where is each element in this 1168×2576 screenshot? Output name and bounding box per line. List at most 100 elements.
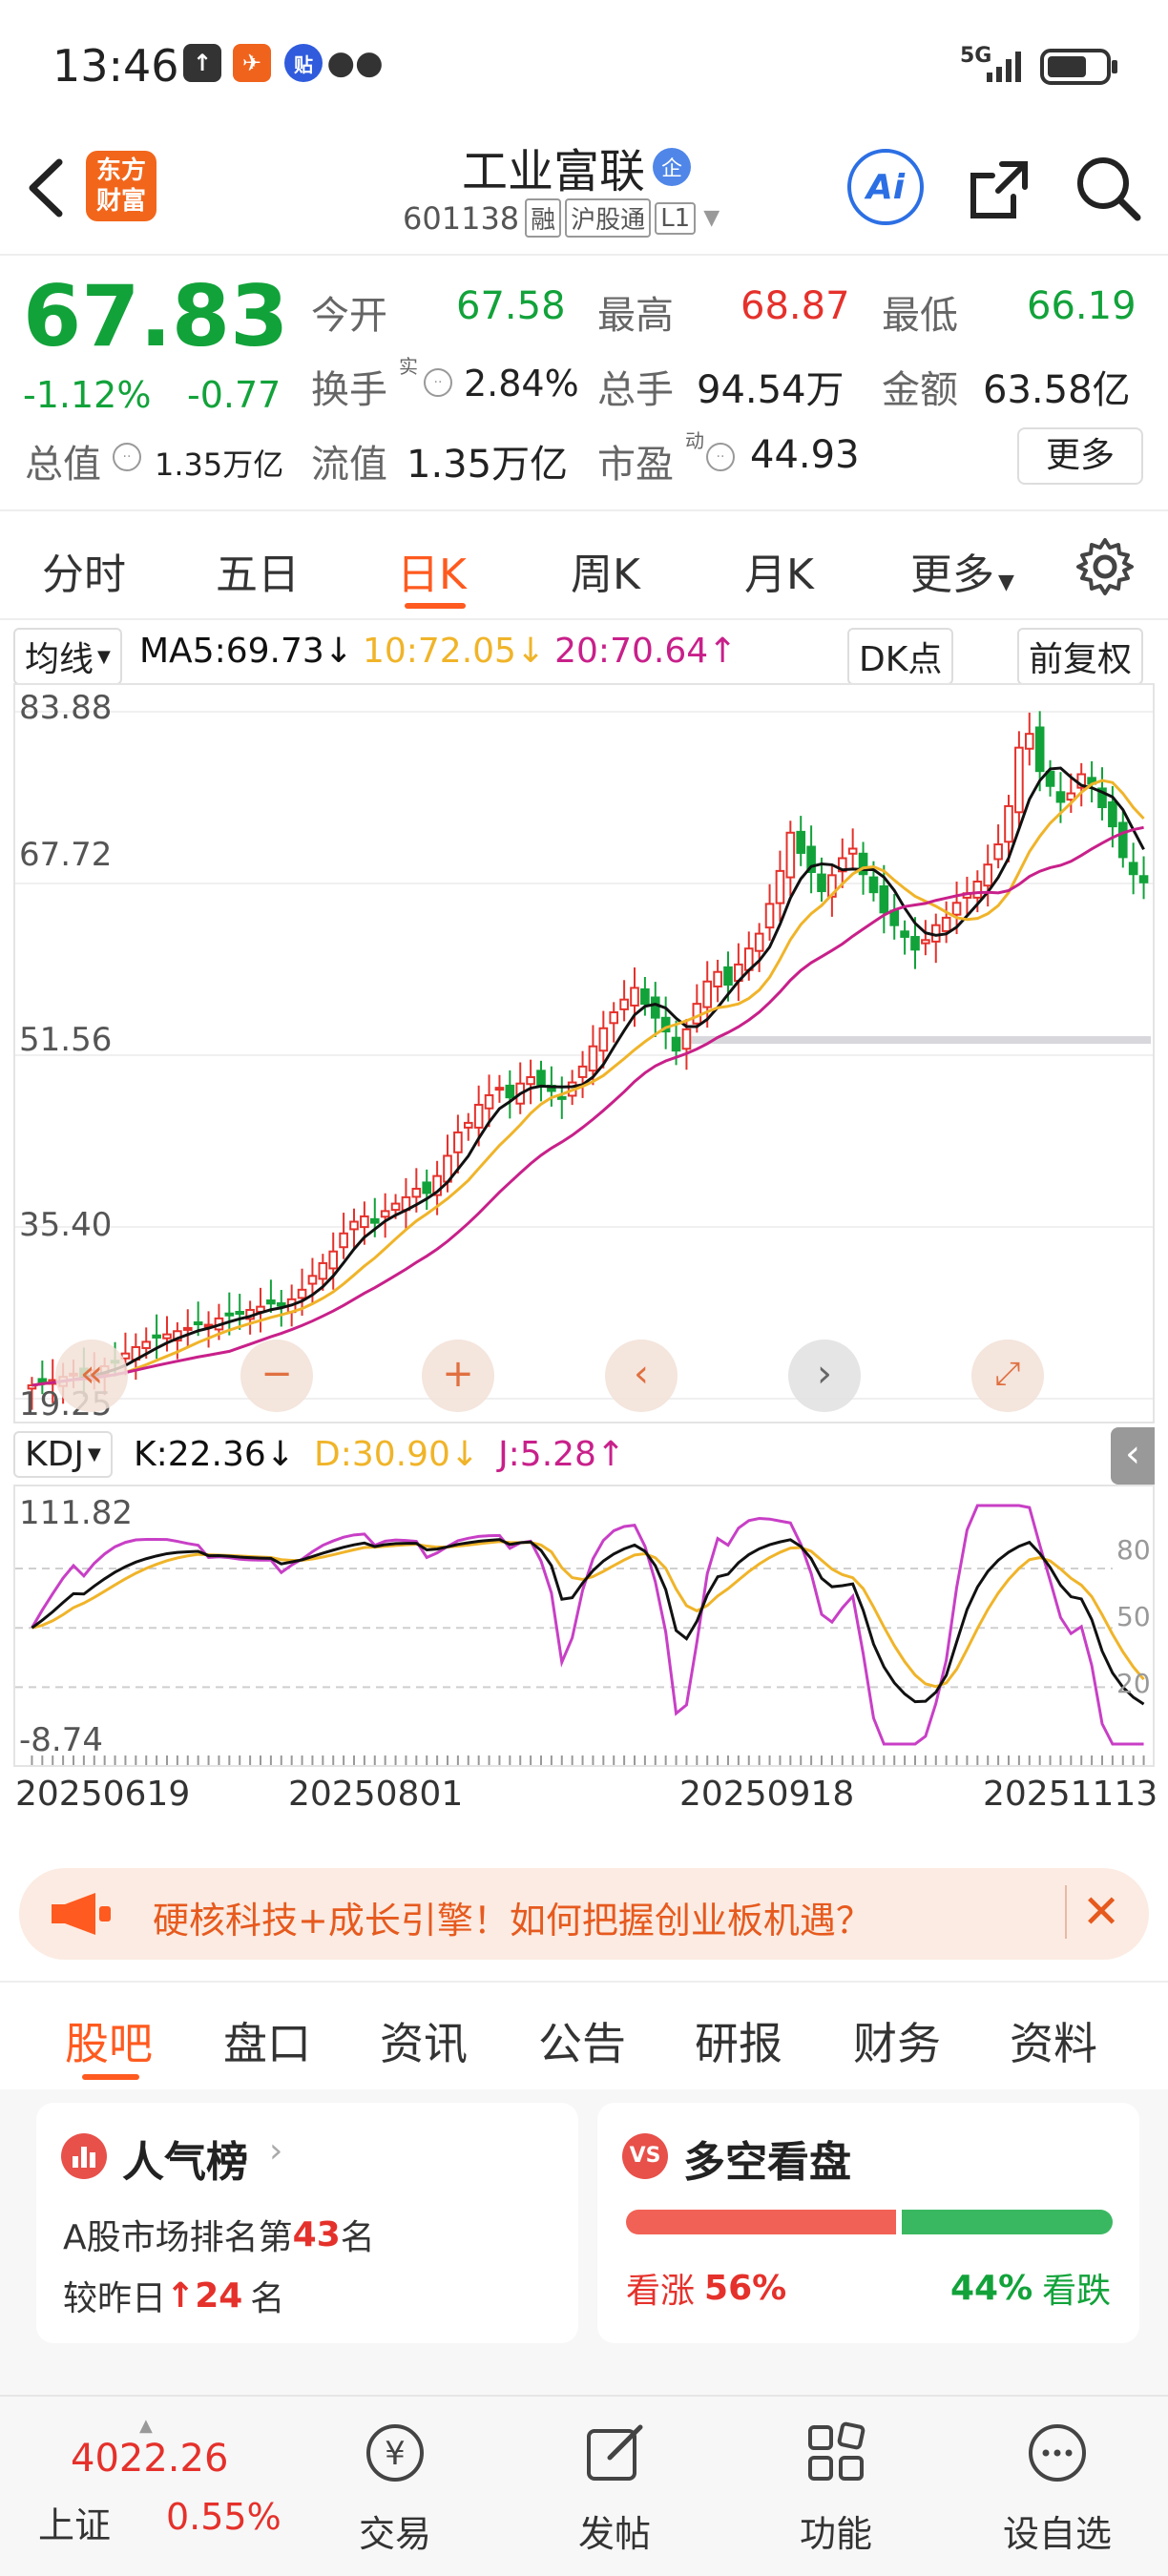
tab-intraday[interactable]: 分时 bbox=[42, 551, 126, 599]
tab-forum[interactable]: 股吧 bbox=[65, 2018, 153, 2069]
banner-text: 硬核科技+成长引擎！如何把握创业板机遇？ bbox=[153, 1900, 872, 1942]
tab-research[interactable]: 研报 bbox=[695, 2018, 782, 2069]
tab-five-day[interactable]: 五日 bbox=[216, 551, 300, 599]
scroll-left-button[interactable]: ‹ bbox=[605, 1340, 678, 1412]
ai-button[interactable]: Ai bbox=[847, 149, 924, 225]
tab-announcements[interactable]: 公告 bbox=[538, 2018, 626, 2069]
candle-body bbox=[713, 970, 722, 987]
period-tabs: 分时 五日 日K 周K 月K 更多 ▼ bbox=[0, 509, 1168, 620]
candle-body bbox=[297, 1288, 307, 1299]
nav-watchlist[interactable]: 设自选 bbox=[991, 2420, 1124, 2557]
candle-body bbox=[1097, 787, 1107, 809]
more-button[interactable]: 更多 bbox=[1017, 427, 1143, 485]
chevron-down-icon: ▼ bbox=[703, 206, 720, 230]
candle-body bbox=[796, 830, 806, 854]
popularity-card[interactable]: 人气榜 › A股市场排名第 43 名 较昨日 ↑ 24 名 bbox=[36, 2103, 578, 2343]
date-tick: 20250801 bbox=[288, 1775, 464, 1814]
zoom-in-button[interactable]: + bbox=[422, 1340, 494, 1412]
candle-body bbox=[1066, 792, 1076, 801]
candle-body bbox=[671, 1036, 681, 1052]
active-tab-indicator bbox=[405, 603, 466, 609]
cards-area: 人气榜 › A股市场排名第 43 名 较昨日 ↑ 24 名 VS 多空看盘 看涨… bbox=[0, 2089, 1168, 2395]
mcap-value: 1.35万亿 bbox=[155, 447, 284, 483]
kdj-plot bbox=[15, 1504, 1145, 1765]
candle-body bbox=[983, 863, 993, 887]
tab-monthly-k[interactable]: 月K bbox=[744, 551, 814, 599]
chevron-right-icon: › bbox=[269, 2131, 283, 2171]
candle-body bbox=[858, 852, 868, 876]
candle-body bbox=[941, 916, 951, 932]
search-icon[interactable] bbox=[1071, 151, 1147, 227]
section-tabs: 股吧 盘口 资讯 公告 研报 财务 资料 bbox=[0, 1981, 1168, 2088]
ma5-value: MA5:69.73 bbox=[139, 632, 324, 671]
tab-order-book[interactable]: 盘口 bbox=[223, 2018, 311, 2069]
info-icon: ·· bbox=[424, 368, 452, 397]
arrow-up-icon: ↑ bbox=[595, 1435, 626, 1474]
candlestick-chart[interactable]: 83.88 67.72 51.56 35.40 19.25 « − + ‹ › … bbox=[13, 683, 1155, 1423]
candle-body bbox=[837, 857, 847, 873]
candle-body bbox=[328, 1250, 339, 1270]
candle-body bbox=[609, 1011, 619, 1025]
bear-percent: 44% bbox=[950, 2268, 1033, 2308]
candle-body bbox=[411, 1187, 422, 1198]
app-logo: 东方 财富 bbox=[86, 151, 156, 221]
candle-body bbox=[630, 987, 639, 1007]
kdj-chart[interactable]: 111.82 -8.74 80 50 20 bbox=[13, 1485, 1155, 1767]
candle-body bbox=[556, 1095, 567, 1100]
nav-trade[interactable]: ¥ 交易 bbox=[328, 2420, 462, 2557]
stock-code-row: 601138 融 沪股通 L1 ▼ bbox=[403, 198, 720, 238]
pe-sup: 动 bbox=[685, 429, 704, 452]
candle-body bbox=[380, 1210, 390, 1218]
float-value: 1.35万亿 bbox=[407, 443, 569, 487]
index-value: 4022.26 bbox=[71, 2437, 229, 2481]
candle-body bbox=[723, 966, 733, 987]
candle-body bbox=[1128, 862, 1138, 876]
tab-financials[interactable]: 财务 bbox=[853, 2018, 941, 2069]
tab-weekly-k[interactable]: 周K bbox=[571, 551, 640, 599]
candle-body bbox=[1004, 804, 1013, 843]
sentiment-card[interactable]: VS 多空看盘 看涨 56% 44% 看跌 bbox=[597, 2103, 1139, 2343]
tab-more[interactable]: 更多 ▼ bbox=[910, 551, 1014, 599]
sentiment-bar bbox=[626, 2210, 1113, 2234]
nav-functions[interactable]: 功能 bbox=[769, 2420, 903, 2557]
scroll-right-button[interactable]: › bbox=[788, 1340, 861, 1412]
nav-post[interactable]: 发帖 bbox=[548, 2420, 681, 2557]
promo-banner[interactable]: 硬核科技+成长引擎！如何把握创业板机遇？ ✕ bbox=[19, 1868, 1149, 1960]
bull-bar bbox=[626, 2210, 896, 2234]
collapse-panel-button[interactable]: ‹ bbox=[1111, 1427, 1155, 1485]
dk-point-button[interactable]: DK点 bbox=[847, 628, 954, 685]
bull-label: 看涨 bbox=[626, 2272, 696, 2311]
candle-body bbox=[847, 847, 858, 855]
candle-body bbox=[27, 1384, 37, 1390]
indicator-selector[interactable]: KDJ ▼ bbox=[13, 1431, 113, 1478]
settings-gear-icon[interactable] bbox=[1074, 536, 1136, 597]
ma-selector[interactable]: 均线 ▼ bbox=[13, 628, 122, 685]
candle-body bbox=[224, 1312, 235, 1317]
candle-body bbox=[235, 1311, 245, 1316]
back-icon[interactable] bbox=[21, 155, 69, 221]
candle-body bbox=[879, 885, 889, 914]
candle-body bbox=[660, 1016, 671, 1033]
j-value: J:5.28 bbox=[498, 1435, 596, 1474]
turnover-value: 2.84% bbox=[464, 363, 579, 405]
candle-body bbox=[1055, 791, 1066, 803]
info-icon: ·· bbox=[113, 443, 141, 471]
close-icon[interactable]: ✕ bbox=[1065, 1885, 1120, 1939]
volume-label: 总手 bbox=[597, 368, 674, 412]
kdj-y-tick: -8.74 bbox=[19, 1721, 103, 1759]
tab-news[interactable]: 资讯 bbox=[380, 2018, 468, 2069]
popularity-title: 人气榜 bbox=[122, 2138, 248, 2187]
feishu-icon: ✈ bbox=[233, 44, 271, 82]
share-icon[interactable] bbox=[964, 153, 1036, 225]
adjust-button[interactable]: 前复权 bbox=[1017, 628, 1144, 685]
date-tick: 20250619 bbox=[15, 1775, 191, 1814]
tab-profile[interactable]: 资料 bbox=[1010, 2018, 1097, 2069]
tab-daily-k[interactable]: 日K bbox=[397, 551, 467, 599]
zoom-out-button[interactable]: − bbox=[240, 1340, 313, 1412]
ranking-icon bbox=[61, 2133, 107, 2179]
ma10-line bbox=[31, 779, 1145, 1387]
fullscreen-icon[interactable]: ⤢ bbox=[971, 1340, 1044, 1412]
float-label: 流值 bbox=[311, 443, 387, 487]
scroll-start-button[interactable]: « bbox=[55, 1340, 128, 1412]
low-value: 66.19 bbox=[1027, 284, 1137, 328]
